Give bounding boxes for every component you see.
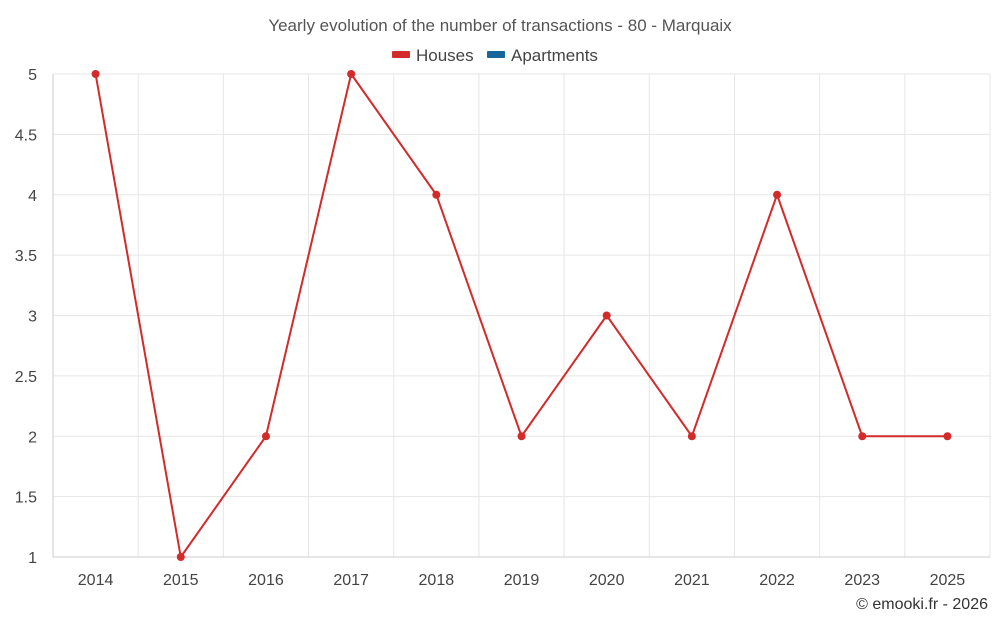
x-tick-label: 2020 bbox=[589, 572, 625, 589]
y-tick-label: 3 bbox=[28, 309, 37, 326]
data-point[interactable] bbox=[517, 432, 526, 441]
x-tick-label: 2016 bbox=[248, 572, 284, 589]
y-tick-label: 4.5 bbox=[15, 127, 37, 144]
data-point[interactable] bbox=[91, 70, 100, 78]
x-tick-label: 2015 bbox=[163, 572, 199, 589]
y-tick-label: 1.5 bbox=[15, 490, 37, 507]
data-point[interactable] bbox=[687, 432, 696, 441]
y-tick-labels: 1 1.5 2 2.5 3 3.5 4 4.5 5 bbox=[15, 67, 37, 567]
data-point[interactable] bbox=[347, 70, 356, 78]
data-point[interactable] bbox=[432, 190, 441, 199]
x-tick-label: 2021 bbox=[674, 572, 710, 589]
y-tick-label: 3.5 bbox=[15, 248, 37, 265]
x-tick-label: 2023 bbox=[844, 572, 880, 589]
x-tick-label: 2019 bbox=[504, 572, 540, 589]
x-tick-labels: 2014 2015 2016 2017 2018 2019 2020 2021 2022 2023… bbox=[78, 572, 966, 589]
data-point[interactable] bbox=[773, 190, 782, 199]
data-point[interactable] bbox=[858, 432, 867, 441]
x-tick-label: 2022 bbox=[759, 572, 795, 589]
legend-label-apartments[interactable]: Apartments bbox=[511, 46, 598, 65]
y-tick-label: 5 bbox=[28, 67, 37, 84]
x-tick-label: 2018 bbox=[419, 572, 455, 589]
series-houses bbox=[91, 70, 952, 561]
legend-swatch-apartments bbox=[487, 51, 505, 58]
x-tick-label: 2025 bbox=[930, 572, 966, 589]
legend-label-houses[interactable]: Houses bbox=[416, 46, 474, 65]
y-tick-label: 2 bbox=[28, 429, 37, 446]
x-tick-label: 2017 bbox=[333, 572, 369, 589]
data-point[interactable] bbox=[943, 432, 952, 441]
credit-text: © emooki.fr - 2026 bbox=[856, 596, 988, 613]
x-tick-label: 2014 bbox=[78, 572, 114, 589]
data-point[interactable] bbox=[261, 432, 270, 441]
y-tick-label: 2.5 bbox=[15, 369, 37, 386]
chart-title: Yearly evolution of the number of transa… bbox=[268, 16, 732, 35]
y-tick-label: 1 bbox=[28, 550, 37, 567]
axes bbox=[52, 74, 990, 558]
legend: Houses Apartments bbox=[392, 46, 598, 65]
legend-swatch-houses bbox=[392, 51, 410, 58]
y-tick-label: 4 bbox=[28, 188, 37, 205]
gridlines bbox=[52, 73, 991, 558]
data-point[interactable] bbox=[602, 311, 611, 320]
data-point[interactable] bbox=[176, 553, 185, 561]
